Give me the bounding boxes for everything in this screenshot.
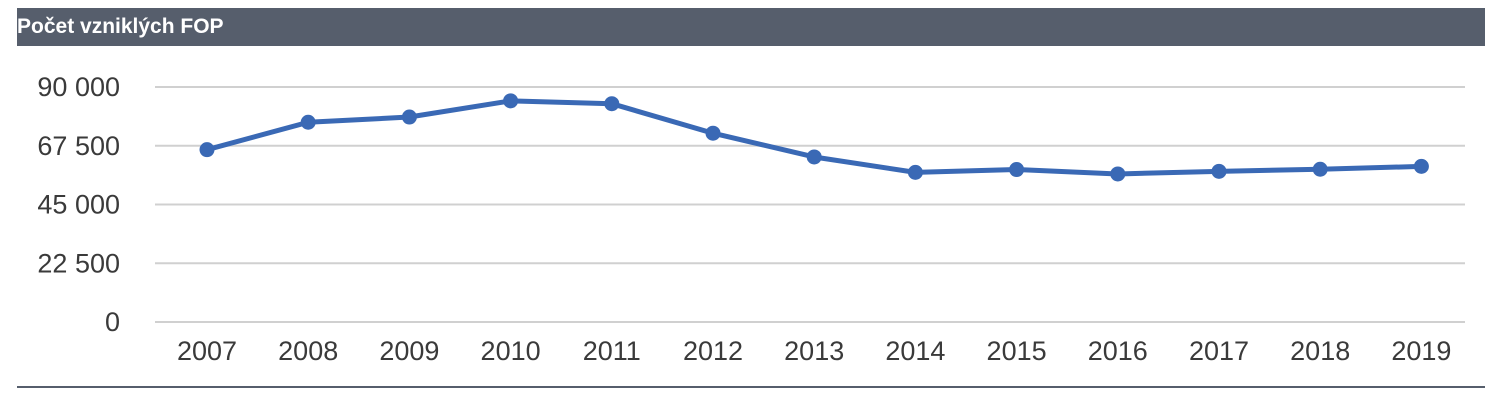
x-tick-label: 2010: [481, 336, 541, 366]
x-tick-label: 2019: [1391, 336, 1451, 366]
data-point: [1110, 166, 1126, 182]
x-tick-label: 2015: [987, 336, 1047, 366]
y-axis-ticks: 0 22 500 45 000 67 500 90 000: [37, 72, 120, 337]
data-point: [503, 93, 519, 109]
data-point: [907, 164, 923, 180]
x-tick-label: 2016: [1088, 336, 1148, 366]
y-tick-label: 90 000: [37, 72, 120, 102]
y-tick-label: 0: [105, 307, 120, 337]
data-point: [604, 96, 620, 112]
x-tick-label: 2012: [683, 336, 743, 366]
series-points: [199, 93, 1429, 182]
data-point: [1211, 163, 1227, 179]
data-point: [1009, 162, 1025, 178]
data-point: [806, 149, 822, 165]
x-tick-label: 2011: [583, 336, 641, 366]
y-tick-label: 67 500: [37, 131, 120, 161]
data-point: [705, 125, 721, 141]
x-tick-label: 2017: [1189, 336, 1249, 366]
y-tick-label: 45 000: [37, 190, 120, 220]
x-axis-ticks: 2007 2008 2009 2010 2011 2012 2013 2014 2015 2016…: [177, 336, 1451, 366]
data-point: [1312, 161, 1328, 177]
data-point: [401, 109, 417, 125]
data-point: [300, 114, 316, 130]
chart-title-bar: [17, 8, 1485, 46]
x-tick-label: 2018: [1290, 336, 1350, 366]
y-tick-label: 22 500: [37, 248, 120, 278]
x-tick-label: 2013: [784, 336, 844, 366]
data-point: [199, 142, 215, 158]
x-tick-label: 2008: [278, 336, 338, 366]
x-tick-label: 2014: [885, 336, 945, 366]
x-tick-label: 2009: [379, 336, 439, 366]
chart-title: Počet vzniklých FOP: [17, 15, 224, 38]
data-point: [1413, 158, 1429, 174]
x-tick-label: 2007: [177, 336, 237, 366]
gridlines: [155, 86, 1465, 323]
bottom-rule: [17, 386, 1485, 388]
